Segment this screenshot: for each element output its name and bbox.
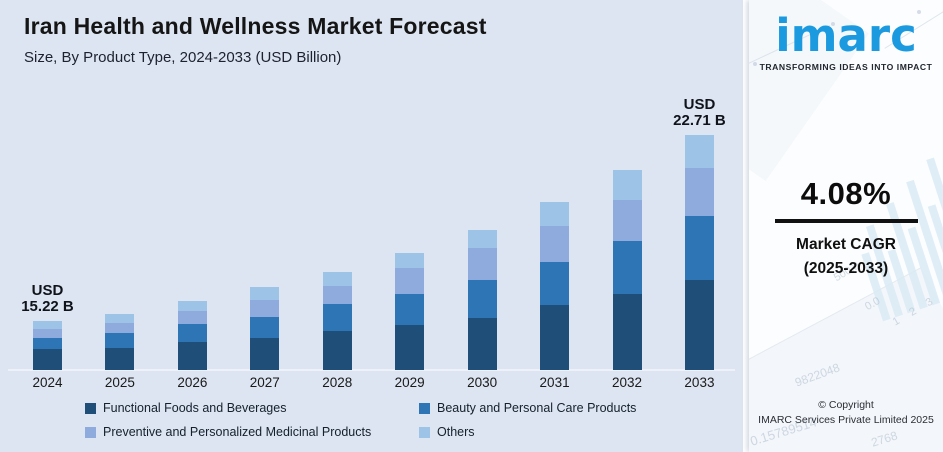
bar-segment	[540, 261, 570, 306]
imarc-logo-text: imarc	[775, 9, 917, 62]
imarc-logo: imarc TRANSFORMING IDEAS INTO IMPACT	[749, 9, 943, 73]
bar-2031	[540, 201, 570, 370]
bar-2029	[395, 252, 425, 370]
bar-segment	[395, 267, 425, 294]
bar-2025	[105, 313, 135, 370]
value-label-2033: USD 22.71 B	[673, 96, 726, 130]
bar-segment	[684, 135, 714, 168]
bar-segment	[612, 169, 642, 201]
decor-network-dot	[917, 10, 921, 14]
bar-segment	[684, 280, 714, 370]
legend-item: Beauty and Personal Care Products	[419, 401, 719, 415]
bar-segment	[322, 303, 352, 332]
legend-swatch-icon	[419, 426, 430, 438]
bar-segment	[684, 216, 714, 281]
copyright: © Copyright IMARC Services Private Limit…	[749, 398, 943, 428]
bar-segment	[105, 332, 135, 348]
chart-panel: Iran Health and Wellness Market Forecast…	[0, 0, 743, 452]
bar-segment	[250, 299, 280, 317]
bar-segment	[540, 201, 570, 227]
decor-network-dot	[753, 62, 757, 66]
cagr-block: 4.08% Market CAGR (2025-2033)	[749, 176, 943, 281]
x-tick-label: 2028	[322, 375, 353, 390]
bar-segment	[395, 325, 425, 370]
legend-swatch-icon	[85, 426, 96, 438]
copyright-label: © Copyright	[818, 399, 874, 411]
legend-label: Beauty and Personal Care Products	[437, 401, 637, 415]
bar-segment	[467, 247, 497, 280]
value-label-2024: USD 15.22 B	[21, 281, 74, 315]
x-tick-label: 2032	[611, 375, 643, 390]
bar-2030	[467, 229, 497, 370]
x-tick-label: 2029	[394, 375, 425, 390]
bar-segment	[250, 317, 280, 338]
x-tick-label: 2030	[467, 375, 498, 390]
legend-item: Others	[419, 425, 719, 439]
bar-segment	[612, 293, 642, 370]
bar-segment	[612, 200, 642, 241]
bar-segment	[105, 313, 135, 323]
bar-segment	[322, 271, 352, 286]
bar-segment	[612, 240, 642, 294]
bar-segment	[322, 331, 352, 370]
cagr-label: Market CAGR	[796, 236, 896, 253]
bar-2026	[177, 300, 207, 370]
bar-segment	[540, 226, 570, 262]
cagr-value: 4.08%	[800, 176, 892, 211]
x-tick-label: 2026	[177, 375, 208, 390]
bar-segment	[395, 293, 425, 326]
bar-segment	[177, 342, 207, 370]
x-tick-label: 2025	[104, 375, 135, 390]
bar-segment	[33, 320, 62, 330]
bar-segment	[540, 305, 570, 370]
cagr-period: (2025-2033)	[803, 260, 889, 277]
imarc-panel: 9822048 0.15789514 2768 500.0 0.0 1 2 3 …	[749, 0, 943, 452]
decor-network-dot	[831, 22, 835, 26]
bar-segment	[322, 285, 352, 304]
stacked-bar-chart: 2024 2025 2026 2027 2028 2029 2030 2031 2032 2033…	[8, 97, 735, 390]
legend-label: Preventive and Personalized Medicinal Pr…	[103, 425, 372, 439]
x-tick-label: 2027	[249, 375, 280, 390]
copyright-company: IMARC Services Private Limited 2025	[758, 414, 934, 426]
bar-segment	[105, 322, 135, 333]
bar-segment	[177, 324, 207, 343]
bar-segment	[467, 229, 497, 248]
bar-segment	[250, 337, 280, 370]
bar-segment	[395, 252, 425, 268]
bar-segment	[33, 337, 62, 350]
chart-legend: Functional Foods and Beverages Beauty and…	[85, 401, 719, 439]
bar-segment	[33, 329, 62, 338]
imarc-logo-tagline: TRANSFORMING IDEAS INTO IMPACT	[759, 62, 933, 72]
x-tick-label: 2024	[32, 375, 63, 390]
legend-label: Functional Foods and Beverages	[103, 401, 287, 415]
bar-segment	[467, 317, 497, 370]
bar-segment	[467, 279, 497, 318]
bar-segment	[177, 300, 207, 312]
chart-subtitle: Size, By Product Type, 2024-2033 (USD Bi…	[24, 49, 342, 66]
chart-title: Iran Health and Wellness Market Forecast	[24, 13, 487, 39]
legend-item: Preventive and Personalized Medicinal Pr…	[85, 425, 419, 439]
bar-segment	[33, 349, 62, 370]
legend-swatch-icon	[85, 402, 96, 414]
x-tick-label: 2033	[684, 375, 715, 390]
bar-2027	[250, 287, 280, 370]
legend-item: Functional Foods and Beverages	[85, 401, 419, 415]
bar-segment	[684, 167, 714, 217]
x-tick-label: 2031	[539, 375, 570, 390]
x-axis-line	[8, 368, 735, 371]
bar-segment	[250, 287, 280, 300]
bar-2032	[612, 169, 642, 370]
cagr-divider	[774, 219, 918, 223]
bar-2024	[33, 320, 62, 370]
bar-segment	[105, 347, 135, 370]
legend-label: Others	[437, 425, 475, 439]
legend-swatch-icon	[419, 402, 430, 414]
bar-segment	[177, 311, 207, 325]
bar-2033	[684, 135, 714, 370]
bar-2028	[322, 271, 352, 370]
